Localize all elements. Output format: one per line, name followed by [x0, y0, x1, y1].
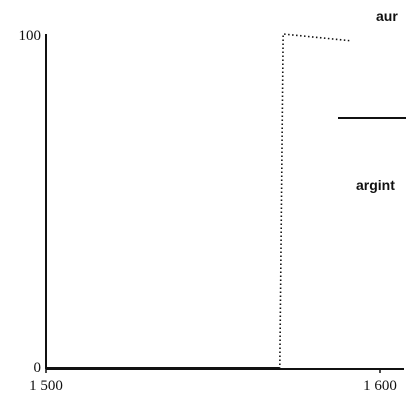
x-tick-label: 1 600: [363, 378, 397, 394]
legend-label-aur: aur: [376, 8, 398, 24]
series-lines: [46, 33, 351, 370]
x-tick-label: 1 500: [29, 378, 63, 394]
y-tick-label: 100: [19, 28, 42, 44]
series-line-aur: [279, 33, 351, 370]
axes: [45, 34, 404, 370]
legend-label-argint: argint: [356, 177, 395, 193]
tick-labels: 0 100 1 500 1 600: [19, 28, 397, 394]
legend: aur argint: [338, 8, 406, 193]
y-tick-label: 0: [34, 360, 42, 376]
